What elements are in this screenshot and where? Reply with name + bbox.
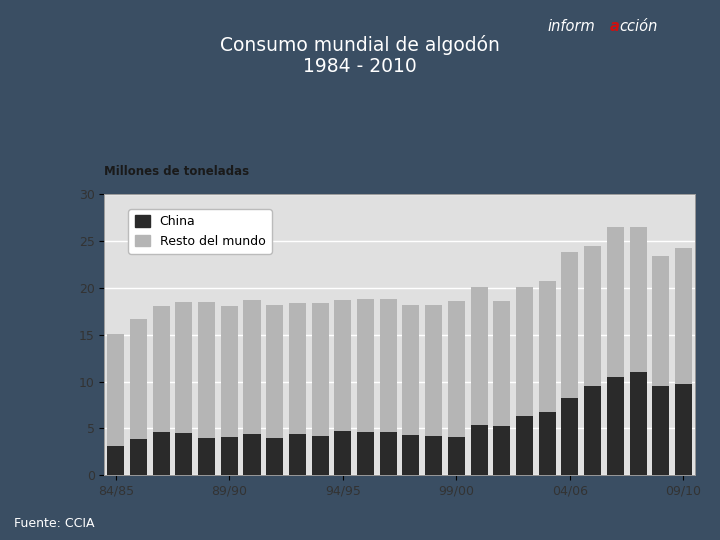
- Bar: [584, 386, 601, 475]
- Text: Millones de toneladas: Millones de toneladas: [104, 165, 250, 178]
- Bar: [289, 434, 306, 475]
- Bar: [607, 377, 624, 475]
- Bar: [562, 397, 578, 475]
- Bar: [629, 227, 647, 372]
- Bar: [243, 300, 261, 434]
- Bar: [198, 438, 215, 475]
- Bar: [107, 334, 125, 446]
- Bar: [425, 436, 442, 475]
- Bar: [130, 438, 147, 475]
- Bar: [516, 287, 533, 416]
- Bar: [107, 446, 125, 475]
- Text: 1984 - 2010: 1984 - 2010: [303, 57, 417, 76]
- Bar: [493, 426, 510, 475]
- Bar: [675, 248, 692, 384]
- Bar: [153, 432, 170, 475]
- Bar: [312, 436, 328, 475]
- Bar: [198, 302, 215, 438]
- Bar: [539, 280, 556, 411]
- Bar: [584, 246, 601, 386]
- Bar: [312, 303, 328, 436]
- Text: Consumo mundial de algodón: Consumo mundial de algodón: [220, 35, 500, 55]
- Bar: [221, 437, 238, 475]
- Bar: [675, 384, 692, 475]
- Bar: [221, 306, 238, 437]
- Bar: [607, 227, 624, 377]
- Bar: [243, 434, 261, 475]
- Bar: [402, 435, 420, 475]
- Bar: [448, 301, 465, 437]
- Bar: [539, 411, 556, 475]
- Text: Fuente: CCIA: Fuente: CCIA: [14, 517, 95, 530]
- Bar: [130, 319, 147, 438]
- Bar: [425, 305, 442, 436]
- Bar: [289, 303, 306, 434]
- Bar: [629, 372, 647, 475]
- Bar: [471, 287, 487, 424]
- Bar: [357, 299, 374, 432]
- Bar: [334, 431, 351, 475]
- Bar: [402, 305, 420, 435]
- Text: cción: cción: [619, 19, 657, 34]
- Bar: [562, 252, 578, 397]
- Bar: [516, 416, 533, 475]
- Legend: China, Resto del mundo: China, Resto del mundo: [128, 209, 271, 254]
- Bar: [379, 432, 397, 475]
- Text: inform: inform: [547, 19, 595, 34]
- Bar: [334, 300, 351, 431]
- Bar: [266, 305, 283, 438]
- Bar: [357, 432, 374, 475]
- Bar: [652, 256, 670, 386]
- Bar: [471, 424, 487, 475]
- Text: a: a: [610, 19, 620, 34]
- Bar: [493, 301, 510, 426]
- Bar: [448, 437, 465, 475]
- Bar: [379, 299, 397, 432]
- Bar: [266, 438, 283, 475]
- Bar: [176, 433, 192, 475]
- Bar: [652, 386, 670, 475]
- Bar: [176, 302, 192, 433]
- Bar: [153, 306, 170, 432]
